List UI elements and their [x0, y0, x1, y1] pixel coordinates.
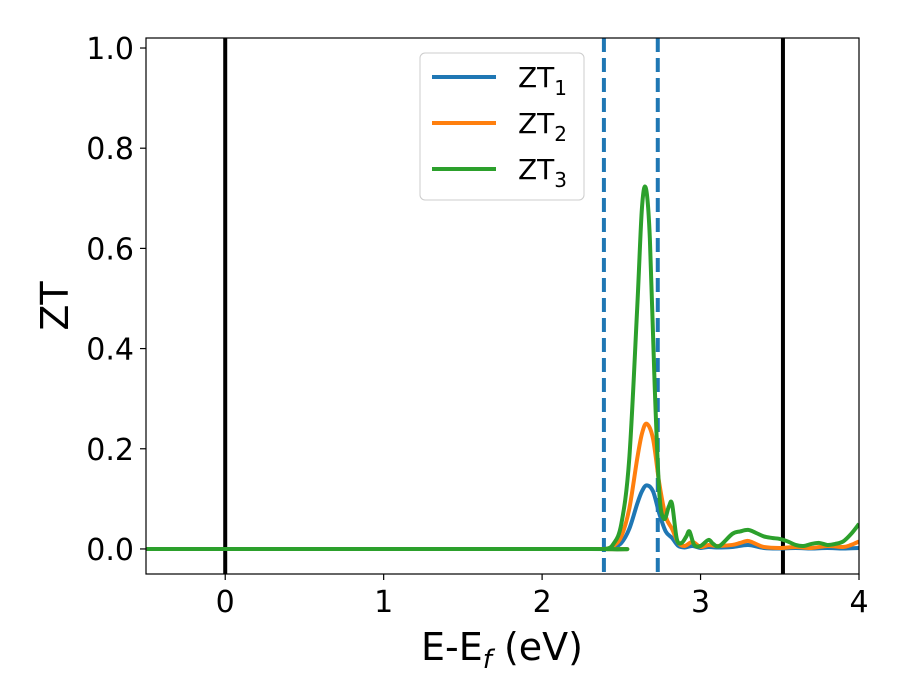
x-axis-title-suffix: (eV) [492, 625, 583, 669]
x-axis-ticks: 0 1 2 3 4 [216, 574, 869, 620]
y-tick-label: 0.8 [86, 132, 134, 167]
series-layer [146, 184, 859, 552]
x-tick-label: 2 [533, 585, 552, 620]
legend-label-sub: 1 [554, 76, 567, 100]
y-tick-label: 0.2 [86, 433, 134, 468]
legend-label-sub: 2 [554, 122, 567, 146]
x-tick-label: 4 [849, 585, 868, 620]
legend-label-zt3: ZT3 [518, 153, 567, 192]
x-tick-label: 3 [691, 585, 710, 620]
legend-label-zt1: ZT1 [518, 61, 567, 100]
legend-label-main: ZT [518, 61, 555, 94]
x-tick-label: 1 [374, 585, 393, 620]
legend-label-zt2: ZT2 [518, 107, 567, 146]
plot-frame [145, 37, 860, 575]
legend-label-main: ZT [518, 153, 555, 186]
x-tick-label: 0 [216, 585, 235, 620]
legend-label-main: ZT [518, 107, 555, 140]
series-line-zt3 [146, 184, 859, 552]
series-line-zt1 [146, 483, 859, 552]
y-tick-label: 0.6 [86, 232, 134, 267]
x-axis-title-main: E-E [421, 625, 483, 669]
y-tick-label: 0.0 [86, 533, 134, 568]
x-axis-title: E-Ef (eV) [421, 625, 583, 675]
y-tick-label: 0.4 [86, 333, 134, 368]
legend-box [419, 52, 585, 201]
y-tick-label: 1.0 [86, 32, 134, 67]
series-line-zt2 [146, 421, 859, 552]
legend-label-sub: 3 [554, 168, 567, 192]
y-axis-ticks: 0.0 0.2 0.4 0.6 0.8 1.0 [86, 32, 146, 568]
y-axis-title: ZT [33, 281, 77, 331]
